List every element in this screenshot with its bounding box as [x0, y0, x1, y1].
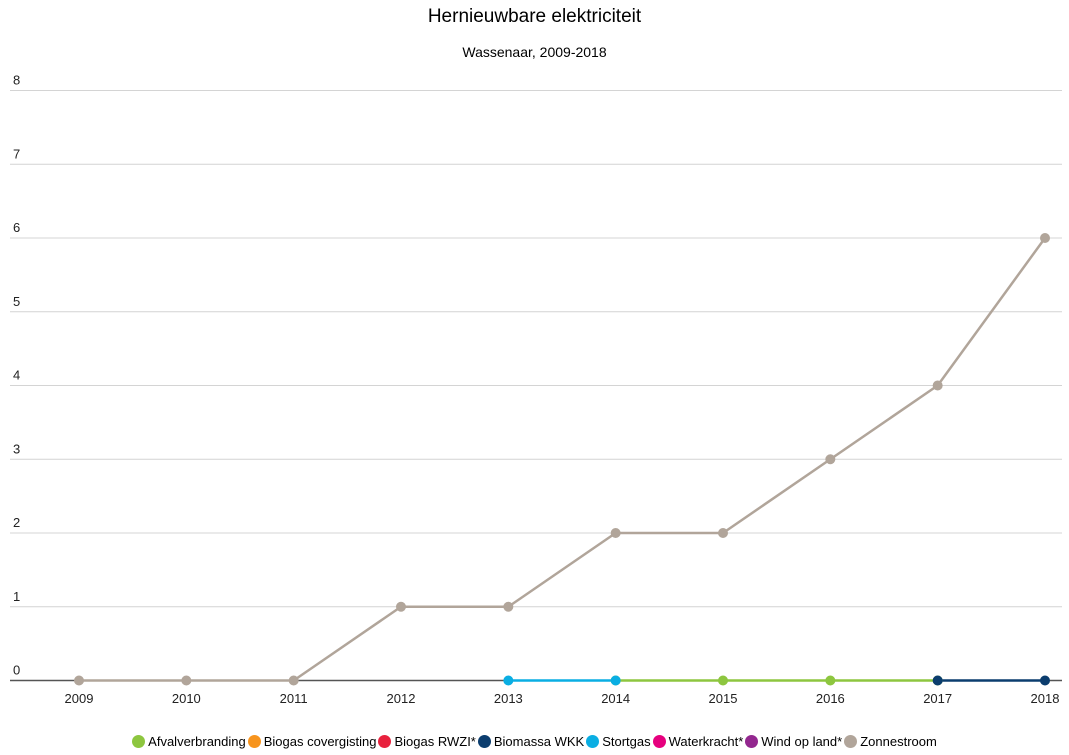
y-tick-label: 3	[13, 441, 20, 456]
data-point-zonnestroom	[1040, 233, 1050, 243]
legend-item-waterkracht[interactable]: Waterkracht*	[652, 734, 744, 749]
legend-label: Biomassa WKK	[493, 734, 585, 749]
chart-legend: Afvalverbranding Biogas covergisting Bioga…	[0, 734, 1069, 749]
legend-marker	[132, 735, 146, 748]
data-point-zonnestroom	[288, 675, 299, 686]
legend-label: Biogas RWZI*	[394, 734, 476, 749]
x-tick-label: 2016	[816, 691, 845, 706]
legend-marker	[378, 735, 392, 748]
y-tick-label: 8	[13, 73, 20, 88]
legend-item-zonnestroom[interactable]: Zonnestroom	[844, 734, 937, 749]
legend-label: Waterkracht*	[668, 734, 744, 749]
chart-title: Hernieuwbare elektriciteit	[427, 6, 642, 27]
data-point-zonnestroom	[74, 675, 84, 686]
x-tick-label: 2014	[601, 691, 630, 706]
y-tick-label: 7	[13, 146, 20, 161]
x-tick-label: 2017	[923, 691, 952, 706]
x-tick-label: 2011	[280, 691, 308, 706]
legend-item-stortgas[interactable]: Stortgas	[586, 734, 651, 749]
y-tick-label: 4	[13, 368, 20, 383]
legend-label: Stortgas	[602, 734, 651, 749]
legend-marker	[844, 735, 858, 748]
y-tick-label: 1	[13, 589, 20, 604]
legend-label: Afvalverbranding	[148, 734, 246, 749]
legend-label: Zonnestroom	[860, 734, 937, 749]
legend-label: Wind op land*	[761, 734, 843, 749]
y-tick-label: 0	[13, 663, 20, 678]
data-point-zonnestroom	[718, 528, 728, 538]
legend-label: Biogas covergisting	[263, 734, 377, 749]
data-point-biomassa-wkk	[932, 675, 943, 686]
x-tick-label: 2013	[494, 691, 523, 706]
chart-subtitle: Wassenaar, 2009-2018	[462, 44, 607, 60]
x-tick-label: 2009	[65, 691, 94, 706]
data-point-stortgas	[503, 675, 514, 686]
legend-marker	[586, 735, 600, 748]
series-line-zonnestroom	[79, 237, 1047, 682]
legend-item-biogas-rwzi[interactable]: Biogas RWZI*	[378, 734, 476, 749]
x-tick-label: 2012	[387, 691, 416, 706]
x-tick-label: 2010	[172, 691, 201, 706]
line-chart: 0 1 2 3 4 5 6 7 8 2009 2010 2011 2012 2013 2014 2015 20…	[10, 73, 1062, 706]
y-tick-label: 5	[13, 294, 20, 309]
data-point-zonnestroom	[825, 454, 836, 465]
data-point-zonnestroom	[610, 528, 621, 538]
data-point-afvalverbranding	[825, 675, 836, 686]
legend-marker	[652, 735, 666, 748]
legend-marker	[247, 735, 261, 748]
legend-item-biomassa-wkk[interactable]: Biomassa WKK	[477, 734, 585, 749]
x-tick-label: 2018	[1031, 691, 1060, 706]
data-point-zonnestroom	[503, 601, 514, 612]
data-point-zonnestroom	[181, 675, 192, 686]
legend-item-afvalverbranding[interactable]: Afvalverbranding	[132, 734, 246, 749]
x-tick-label: 2015	[709, 691, 738, 706]
legend-marker	[745, 735, 759, 748]
y-tick-label: 2	[13, 515, 20, 530]
data-point-stortgas	[610, 675, 621, 686]
legend-marker	[477, 735, 491, 748]
legend-item-biogas-covergisting[interactable]: Biogas covergisting	[247, 734, 377, 749]
data-point-zonnestroom	[932, 380, 943, 391]
legend-item-wind-op-land[interactable]: Wind op land*	[745, 734, 842, 749]
data-point-zonnestroom	[396, 601, 406, 612]
y-tick-label: 6	[13, 220, 20, 235]
data-point-afvalverbranding	[718, 675, 728, 686]
data-point-biomassa-wkk	[1040, 675, 1050, 686]
